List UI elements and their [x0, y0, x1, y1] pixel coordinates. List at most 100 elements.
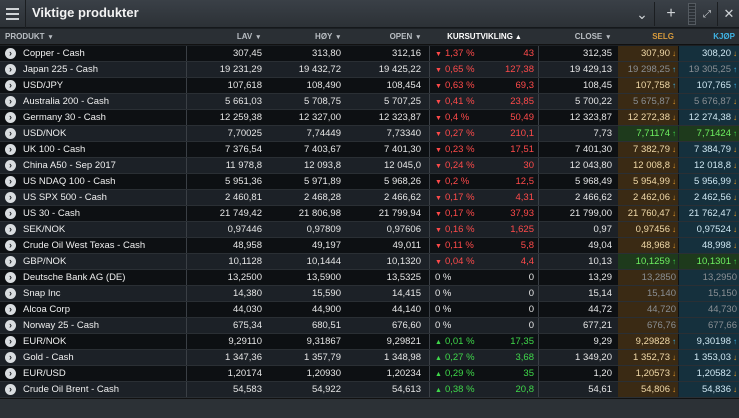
- expand-row-icon[interactable]: ›: [5, 224, 16, 235]
- product-name[interactable]: Norway 25 - Cash: [23, 320, 100, 331]
- buy-price-button[interactable]: 7,71424 ↑: [679, 126, 739, 141]
- sell-price-button[interactable]: 44,720: [618, 302, 678, 317]
- product-name[interactable]: Germany 30 - Cash: [23, 112, 106, 123]
- sell-price-button[interactable]: 2 462,06 ↓: [618, 190, 678, 205]
- product-name[interactable]: Japan 225 - Cash: [23, 64, 98, 75]
- table-row[interactable]: › Copper - Cash 307,45 313,80 312,16 ▼ 1,37 % 4…: [0, 46, 739, 62]
- table-row[interactable]: › US NDAQ 100 - Cash 5 951,36 5 971,89 5 968…: [0, 174, 739, 190]
- product-name[interactable]: Copper - Cash: [23, 48, 85, 59]
- table-row[interactable]: › Gold - Cash 1 347,36 1 357,79 1 348,98 ▲ 0,2…: [0, 350, 739, 366]
- column-header-high[interactable]: HØY ▾: [315, 32, 340, 41]
- column-header-product[interactable]: PRODUKT ▾: [5, 32, 53, 41]
- table-row[interactable]: › US SPX 500 - Cash 2 460,81 2 468,28 2 466,…: [0, 190, 739, 206]
- expand-row-icon[interactable]: ›: [5, 240, 16, 251]
- expand-row-icon[interactable]: ›: [5, 256, 16, 267]
- sell-price-button[interactable]: 12 272,38 ↓: [618, 110, 678, 125]
- product-name[interactable]: US SPX 500 - Cash: [23, 192, 107, 203]
- expand-row-icon[interactable]: ›: [5, 96, 16, 107]
- expand-row-icon[interactable]: ›: [5, 192, 16, 203]
- buy-price-button[interactable]: 21 762,47 ↓: [679, 206, 739, 221]
- buy-price-button[interactable]: 677,66: [679, 318, 739, 333]
- column-header-buy[interactable]: KJØP: [713, 32, 735, 41]
- sell-price-button[interactable]: 5 675,87 ↓: [618, 94, 678, 109]
- table-row[interactable]: › Snap Inc 14,380 15,590 14,415 0 % 0 15,14 15,1…: [0, 286, 739, 302]
- expand-row-icon[interactable]: ›: [5, 144, 16, 155]
- expand-row-icon[interactable]: ›: [5, 368, 16, 379]
- table-row[interactable]: › GBP/NOK 10,1128 10,1444 10,1320 ▼ 0,04 % 4,4 1…: [0, 254, 739, 270]
- table-row[interactable]: › UK 100 - Cash 7 376,54 7 403,67 7 401,30 ▼ 0…: [0, 142, 739, 158]
- column-header-sell[interactable]: SELG: [652, 32, 674, 41]
- product-name[interactable]: Crude Oil Brent - Cash: [23, 384, 120, 395]
- table-row[interactable]: › EUR/NOK 9,29110 9,31867 9,29821 ▲ 0,01 % 17,3…: [0, 334, 739, 350]
- buy-price-button[interactable]: 2 462,56 ↓: [679, 190, 739, 205]
- buy-price-button[interactable]: 7 384,79 ↓: [679, 142, 739, 157]
- buy-price-button[interactable]: 107,765 ↑: [679, 78, 739, 93]
- table-row[interactable]: › SEK/NOK 0,97446 0,97809 0,97606 ▼ 0,16 % 1,62…: [0, 222, 739, 238]
- expand-row-icon[interactable]: ›: [5, 320, 16, 331]
- buy-price-button[interactable]: 1,20582 ↓: [679, 366, 739, 381]
- sell-price-button[interactable]: 15,140: [618, 286, 678, 301]
- expand-row-icon[interactable]: ›: [5, 384, 16, 395]
- buy-price-button[interactable]: 15,150: [679, 286, 739, 301]
- expand-row-icon[interactable]: ›: [5, 160, 16, 171]
- table-row[interactable]: › EUR/USD 1,20174 1,20930 1,20234 ▲ 0,29 % 35 1,…: [0, 366, 739, 382]
- expand-row-icon[interactable]: ›: [5, 288, 16, 299]
- expand-row-icon[interactable]: ›: [5, 304, 16, 315]
- sell-price-button[interactable]: 7 382,79 ↓: [618, 142, 678, 157]
- column-header-change[interactable]: KURSUTVIKLING ▲: [447, 32, 522, 41]
- product-name[interactable]: US 30 - Cash: [23, 208, 81, 219]
- sell-price-button[interactable]: 12 008,8 ↓: [618, 158, 678, 173]
- column-header-open[interactable]: OPEN ▾: [389, 32, 420, 41]
- buy-price-button[interactable]: 5 676,87 ↓: [679, 94, 739, 109]
- buy-price-button[interactable]: 10,1301 ↑: [679, 254, 739, 269]
- buy-price-button[interactable]: 48,998 ↓: [679, 238, 739, 253]
- table-row[interactable]: › Japan 225 - Cash 19 231,29 19 432,72 19 42…: [0, 62, 739, 78]
- table-row[interactable]: › Norway 25 - Cash 675,34 680,51 676,60 0 % 0 6…: [0, 318, 739, 334]
- chevron-down-icon[interactable]: ⌄: [636, 5, 648, 22]
- product-name[interactable]: Gold - Cash: [23, 352, 74, 363]
- sell-price-button[interactable]: 48,968 ↓: [618, 238, 678, 253]
- table-row[interactable]: › Australia 200 - Cash 5 661,03 5 708,75 5 7…: [0, 94, 739, 110]
- column-header-low[interactable]: LAV ▾: [236, 32, 260, 41]
- product-name[interactable]: Snap Inc: [23, 288, 61, 299]
- sell-price-button[interactable]: 5 954,99 ↓: [618, 174, 678, 189]
- drag-handle-icon[interactable]: [688, 3, 696, 25]
- product-name[interactable]: EUR/USD: [23, 368, 66, 379]
- sell-price-button[interactable]: 21 760,47 ↓: [618, 206, 678, 221]
- product-name[interactable]: UK 100 - Cash: [23, 144, 86, 155]
- buy-price-button[interactable]: 13,2950: [679, 270, 739, 285]
- table-row[interactable]: › Alcoa Corp 44,030 44,900 44,140 0 % 0 44,72 44…: [0, 302, 739, 318]
- buy-price-button[interactable]: 12 018,8 ↓: [679, 158, 739, 173]
- menu-icon[interactable]: [0, 0, 26, 28]
- expand-row-icon[interactable]: ›: [5, 112, 16, 123]
- expand-icon[interactable]: ⤢: [703, 8, 711, 20]
- table-row[interactable]: › China A50 - Sep 2017 11 978,8 12 093,8 12 …: [0, 158, 739, 174]
- expand-row-icon[interactable]: ›: [5, 208, 16, 219]
- buy-price-button[interactable]: 54,836 ↓: [679, 382, 739, 397]
- buy-price-button[interactable]: 0,97524 ↓: [679, 222, 739, 237]
- sell-price-button[interactable]: 19 298,25 ↑: [618, 62, 678, 77]
- table-row[interactable]: › Deutsche Bank AG (DE) 13,2500 13,5900 13,5…: [0, 270, 739, 286]
- table-row[interactable]: › Germany 30 - Cash 12 259,38 12 327,00 12 3…: [0, 110, 739, 126]
- add-icon[interactable]: +: [666, 5, 676, 22]
- table-row[interactable]: › USD/JPY 107,618 108,490 108,454 ▼ 0,63 % 69,3…: [0, 78, 739, 94]
- sell-price-button[interactable]: 54,806 ↓: [618, 382, 678, 397]
- product-name[interactable]: USD/JPY: [23, 80, 64, 91]
- sell-price-button[interactable]: 7,71174 ↑: [618, 126, 678, 141]
- table-row[interactable]: › Crude Oil Brent - Cash 54,583 54,922 54,61…: [0, 382, 739, 398]
- column-header-close[interactable]: CLOSE ▾: [574, 32, 610, 41]
- product-name[interactable]: Deutsche Bank AG (DE): [23, 272, 126, 283]
- buy-price-button[interactable]: 308,20 ↓: [679, 46, 739, 61]
- expand-row-icon[interactable]: ›: [5, 272, 16, 283]
- product-name[interactable]: SEK/NOK: [23, 224, 66, 235]
- close-icon[interactable]: ✕: [723, 6, 735, 21]
- buy-price-button[interactable]: 5 956,99 ↓: [679, 174, 739, 189]
- table-row[interactable]: › USD/NOK 7,70025 7,74449 7,73340 ▼ 0,27 % 210,…: [0, 126, 739, 142]
- sell-price-button[interactable]: 676,76: [618, 318, 678, 333]
- product-name[interactable]: Alcoa Corp: [23, 304, 70, 315]
- buy-price-button[interactable]: 12 274,38 ↓: [679, 110, 739, 125]
- expand-row-icon[interactable]: ›: [5, 128, 16, 139]
- sell-price-button[interactable]: 107,758 ↑: [618, 78, 678, 93]
- sell-price-button[interactable]: 1,20573 ↓: [618, 366, 678, 381]
- product-name[interactable]: EUR/NOK: [23, 336, 67, 347]
